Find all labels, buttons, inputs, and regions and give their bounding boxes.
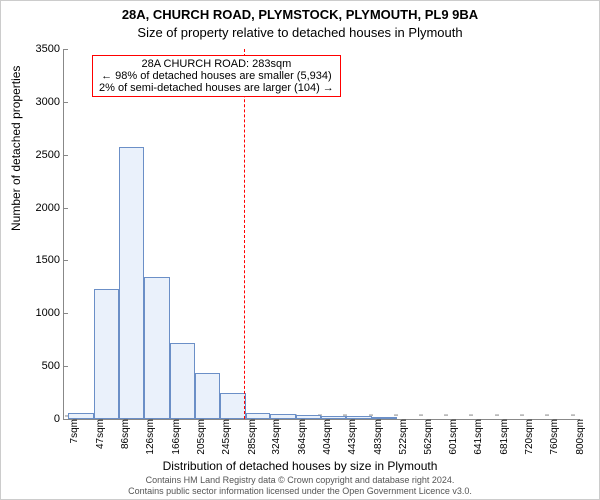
chart-container: 28A, CHURCH ROAD, PLYMSTOCK, PLYMOUTH, P… — [0, 0, 600, 500]
x-tick: 245sqm — [217, 419, 232, 455]
x-tick: 364sqm — [293, 419, 308, 455]
histogram-bar — [296, 415, 321, 419]
y-tick: 1000 — [28, 307, 64, 319]
annotation-line1: 28A CHURCH ROAD: 283sqm — [99, 58, 334, 70]
x-tick: 522sqm — [394, 419, 409, 455]
marker-line — [244, 49, 245, 419]
x-tick: 285sqm — [243, 419, 258, 455]
credits: Contains HM Land Registry data © Crown c… — [1, 475, 599, 497]
x-tick: 641sqm — [469, 419, 484, 455]
x-tick: 760sqm — [545, 419, 560, 455]
x-tick: 404sqm — [318, 419, 333, 455]
histogram-bar — [170, 343, 195, 419]
y-tick: 1500 — [28, 254, 64, 266]
credits-line1: Contains HM Land Registry data © Crown c… — [1, 475, 599, 486]
annotation-line2: ← 98% of detached houses are smaller (5,… — [99, 70, 334, 82]
credits-line2: Contains public sector information licen… — [1, 486, 599, 497]
histogram-bar — [94, 289, 119, 419]
y-tick: 3000 — [28, 96, 64, 108]
annotation-line3: 2% of semi-detached houses are larger (1… — [99, 82, 334, 94]
x-tick: 7sqm — [65, 419, 80, 443]
x-tick: 681sqm — [495, 419, 510, 455]
plot-area: 05001000150020002500300035007sqm47sqm86s… — [63, 49, 580, 420]
histogram-bar — [68, 413, 93, 419]
y-tick: 3500 — [28, 43, 64, 55]
x-tick: 562sqm — [419, 419, 434, 455]
y-tick: 500 — [28, 360, 64, 372]
x-tick: 483sqm — [369, 419, 384, 455]
chart-title-line2: Size of property relative to detached ho… — [1, 25, 599, 40]
x-tick: 720sqm — [520, 419, 535, 455]
y-axis-label: Number of detached properties — [9, 66, 23, 231]
x-tick: 324sqm — [267, 419, 282, 455]
y-tick: 2500 — [28, 149, 64, 161]
x-tick: 443sqm — [343, 419, 358, 455]
y-tick: 0 — [28, 413, 64, 425]
histogram-bar — [144, 277, 169, 419]
x-tick: 800sqm — [571, 419, 586, 455]
histogram-bar — [372, 417, 397, 419]
histogram-bar — [119, 147, 144, 419]
histogram-bar — [195, 373, 220, 420]
y-tick: 2000 — [28, 202, 64, 214]
chart-title-line1: 28A, CHURCH ROAD, PLYMSTOCK, PLYMOUTH, P… — [1, 7, 599, 22]
marker-annotation: 28A CHURCH ROAD: 283sqm ← 98% of detache… — [92, 55, 341, 97]
histogram-bar — [270, 414, 295, 419]
x-tick: 601sqm — [444, 419, 459, 455]
x-tick: 205sqm — [192, 419, 207, 455]
histogram-bar — [346, 416, 371, 419]
histogram-bar — [321, 416, 346, 419]
x-tick: 86sqm — [116, 419, 131, 449]
x-tick: 166sqm — [167, 419, 182, 455]
histogram-bar — [220, 393, 245, 419]
x-tick: 126sqm — [141, 419, 156, 455]
histogram-bar — [246, 413, 271, 419]
x-tick: 47sqm — [91, 419, 106, 449]
x-axis-label: Distribution of detached houses by size … — [1, 459, 599, 473]
